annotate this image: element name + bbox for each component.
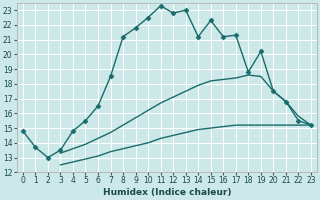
X-axis label: Humidex (Indice chaleur): Humidex (Indice chaleur) [103,188,231,197]
